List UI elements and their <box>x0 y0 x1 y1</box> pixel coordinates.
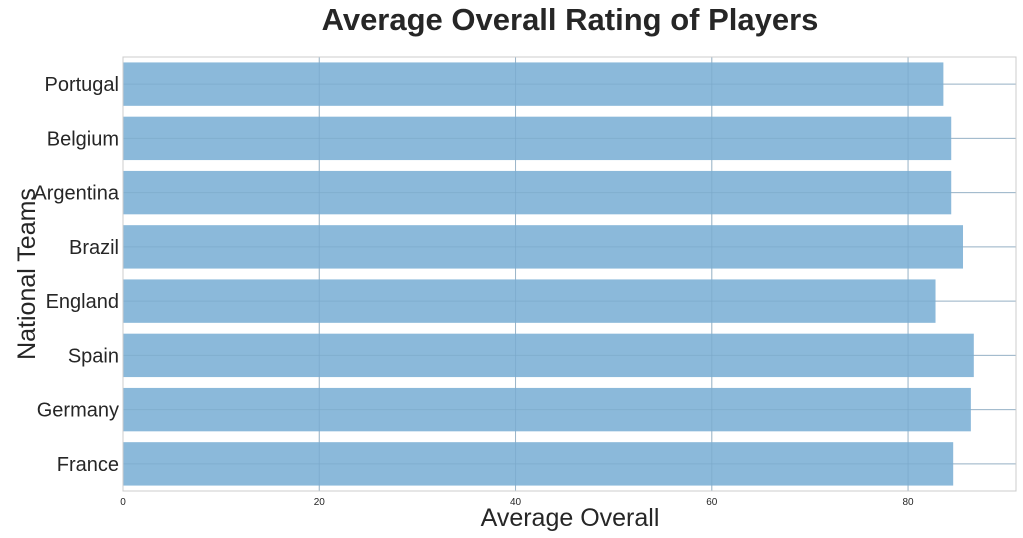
y-tick-label-argentina: Argentina <box>33 183 119 205</box>
x-tick-label: 0 <box>120 497 126 508</box>
y-tick-labels: France Germany Spain England Brazil Argentina… <box>33 74 119 476</box>
x-tick-labels: 0 20 40 60 80 <box>120 497 914 508</box>
x-axis-label: Average Overall <box>481 504 660 532</box>
bars <box>123 62 974 486</box>
y-tick-label-belgium: Belgium <box>47 128 119 150</box>
chart-title: Average Overall Rating of Players <box>322 2 819 37</box>
x-tick-label: 20 <box>314 497 326 508</box>
y-axis-label: National Teams <box>13 188 41 360</box>
y-tick-label-germany: Germany <box>37 400 119 422</box>
y-tick-label-spain: Spain <box>68 345 119 367</box>
x-tick-label: 80 <box>902 497 914 508</box>
y-tick-label-portugal: Portugal <box>45 74 120 96</box>
plot-frame <box>122 56 1017 492</box>
x-tick-label: 60 <box>706 497 718 508</box>
y-tick-label-france: France <box>57 454 119 476</box>
y-tick-label-england: England <box>46 291 119 313</box>
x-tick-label: 40 <box>510 497 522 508</box>
y-tick-label-brazil: Brazil <box>69 237 119 259</box>
